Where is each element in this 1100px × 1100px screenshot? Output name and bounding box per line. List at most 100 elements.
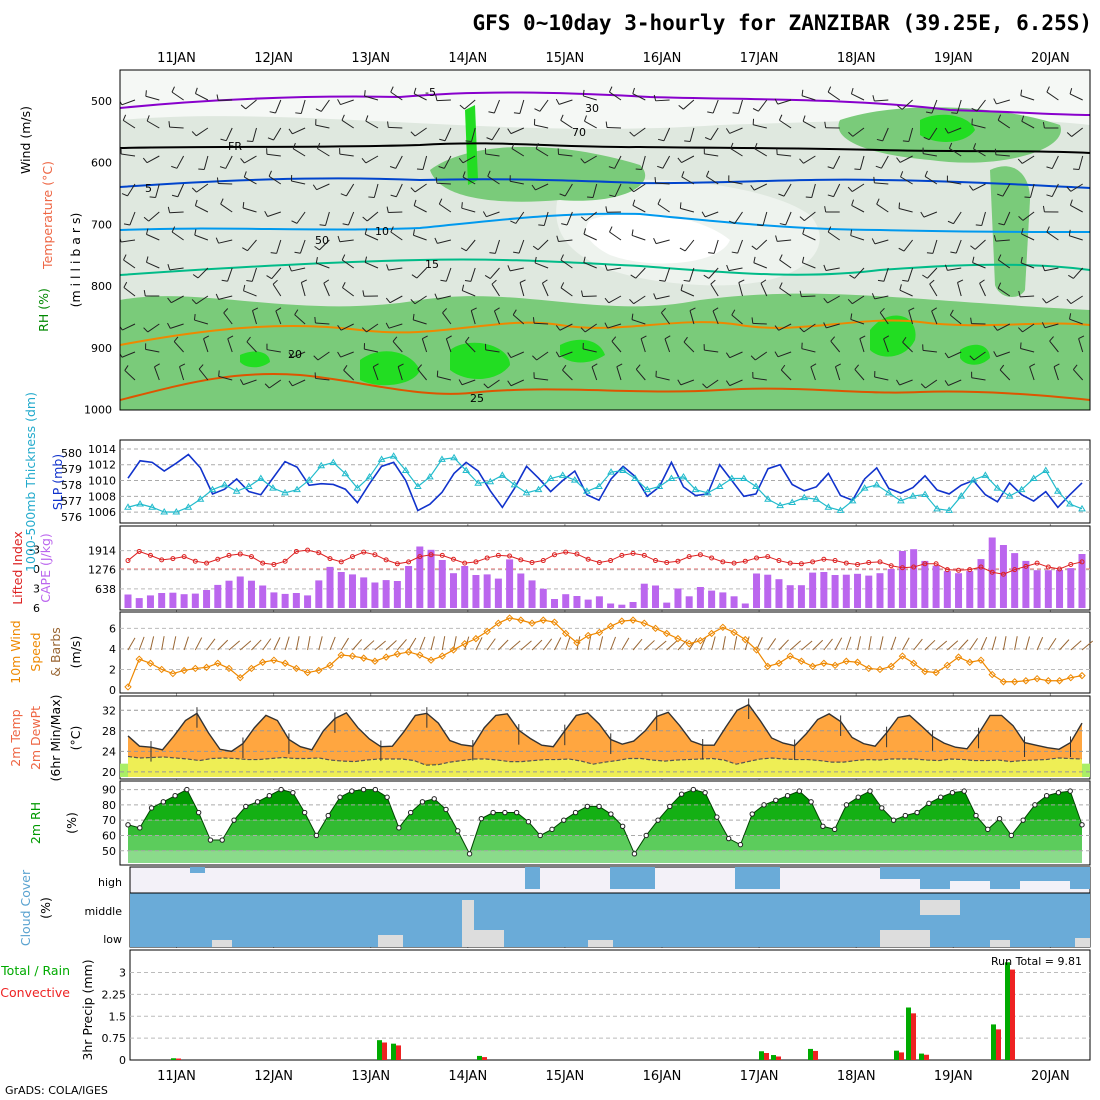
wind-barb	[385, 295, 403, 304]
barb-shaft	[296, 211, 306, 224]
thickness-point	[401, 466, 410, 474]
convective-bar	[1010, 969, 1015, 1060]
li-point	[271, 561, 277, 567]
wind-barb	[1018, 290, 1035, 298]
wind-barb	[1066, 295, 1083, 305]
barb-flag	[810, 363, 817, 368]
cape-bar	[1011, 553, 1019, 608]
barb-shaft	[510, 127, 525, 135]
surface-wind-barb	[239, 640, 252, 651]
wind-barb	[445, 335, 452, 353]
wind-barb	[926, 239, 938, 254]
wind-barb	[972, 256, 986, 269]
li-point	[293, 548, 299, 554]
barb-shaft	[631, 319, 646, 325]
wind-speed-point	[797, 657, 806, 665]
wind-barb	[871, 238, 889, 245]
barb-shaft	[300, 282, 306, 297]
wind-barb	[343, 365, 355, 381]
wind-barb	[167, 264, 184, 271]
cape-bar	[730, 596, 738, 608]
wind-barb	[337, 351, 354, 358]
barb-flag	[902, 140, 909, 142]
barb-flag	[168, 121, 171, 128]
li-point	[305, 547, 311, 553]
barb-flag	[604, 322, 609, 329]
barb-shaft	[903, 239, 913, 252]
barb-shaft	[1070, 204, 1083, 213]
wind-barb	[908, 307, 915, 325]
convective-bar	[924, 1054, 929, 1060]
rh-point	[714, 814, 720, 820]
wind-barb	[754, 143, 768, 157]
barb-shaft	[874, 376, 889, 381]
surface-wind-barb	[1014, 636, 1018, 651]
wind-barb	[951, 99, 962, 114]
wind-barb	[220, 127, 233, 142]
thickness-point	[438, 455, 446, 462]
barb-shaft	[251, 267, 257, 282]
thickness-point	[546, 474, 555, 482]
barb-flag	[417, 364, 423, 370]
barb-flag	[616, 363, 623, 368]
wind-barb	[386, 264, 403, 271]
cape-bar	[584, 599, 592, 608]
barb-flag	[731, 309, 736, 316]
barb-shaft	[852, 127, 865, 137]
barb-shaft	[713, 239, 719, 254]
barb-shaft	[854, 369, 865, 381]
barb-shaft	[777, 154, 792, 157]
wind-barb	[630, 267, 646, 279]
barb-shaft	[342, 287, 354, 297]
barb-flag	[465, 140, 472, 143]
rh-point	[184, 786, 190, 793]
barb-flag	[922, 274, 928, 279]
thickness-point	[124, 503, 132, 510]
rain-bar	[906, 1007, 911, 1060]
wind-speed-point	[988, 670, 996, 679]
barb-flag	[542, 279, 548, 284]
wind-barb	[421, 335, 428, 353]
barb-flag	[341, 254, 346, 261]
wind-barb	[997, 282, 1011, 297]
barb-shaft	[996, 99, 1010, 105]
barb-shaft	[753, 262, 767, 269]
barb-flag	[154, 363, 160, 368]
wind-barb	[534, 256, 549, 269]
barb-flag	[657, 165, 664, 169]
barb-flag	[227, 335, 234, 340]
rh-point	[631, 851, 638, 857]
barb-shaft	[657, 203, 670, 213]
wind-barb	[883, 335, 890, 353]
barb-flag	[947, 220, 954, 225]
wind-barb	[294, 239, 306, 254]
barb-shaft	[972, 262, 986, 269]
wind-barb	[1020, 256, 1035, 269]
wind-barb	[738, 279, 745, 297]
barb-shaft	[762, 211, 768, 226]
barb-shaft	[558, 239, 573, 243]
barb-shaft	[689, 267, 695, 282]
li-point	[237, 551, 243, 557]
wind-barb	[924, 170, 938, 185]
barb-flag	[929, 279, 935, 285]
barb-flag	[269, 111, 276, 114]
wind-barb	[513, 239, 525, 254]
barb-flag	[799, 327, 805, 333]
cape-bar	[169, 592, 177, 608]
barb-shaft	[999, 369, 1011, 381]
barb-shaft	[852, 295, 865, 305]
barb-flag	[581, 290, 584, 297]
wind-barb	[660, 308, 671, 325]
barb-shaft	[826, 323, 840, 329]
barb-flag	[337, 99, 341, 105]
barb-flag	[827, 86, 832, 93]
thickness-point	[462, 466, 471, 474]
surface-wind-barb	[924, 639, 936, 651]
barb-shaft	[780, 369, 792, 381]
barb-flag	[288, 265, 292, 272]
wind-barb	[560, 282, 573, 297]
wind-barb	[291, 211, 306, 224]
barb-shaft	[315, 124, 330, 129]
wind-barb	[462, 171, 476, 185]
